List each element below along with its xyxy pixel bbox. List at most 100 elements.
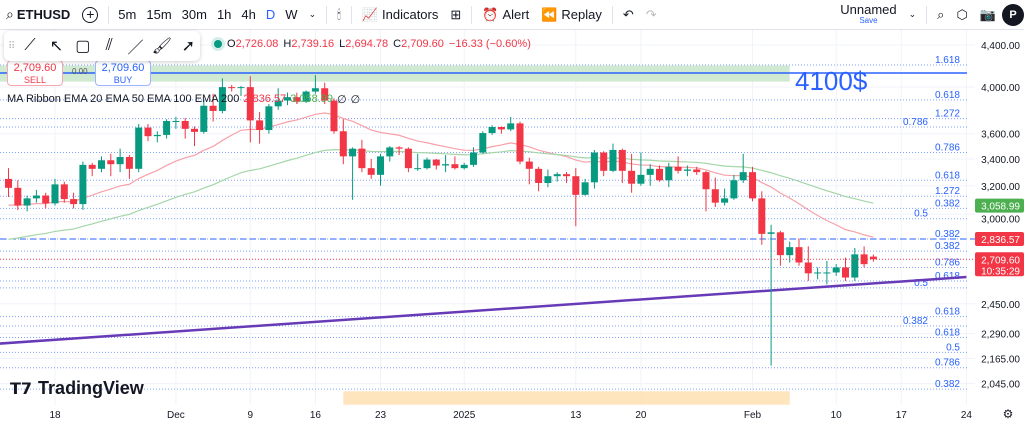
candle-body[interactable] [553, 174, 561, 177]
timeframe-dropdown[interactable]: ⌄ [303, 0, 323, 30]
brush-icon[interactable]: 🖌 [151, 38, 173, 55]
timeframe-W[interactable]: W [285, 7, 298, 22]
candle-body[interactable] [135, 127, 143, 169]
candle-body[interactable] [497, 126, 505, 130]
candle-body[interactable] [804, 262, 812, 274]
candle-body[interactable] [711, 189, 719, 203]
candle-body[interactable] [60, 184, 68, 200]
arrow-icon[interactable]: ➚ [181, 38, 195, 55]
candle-body[interactable] [851, 254, 859, 278]
screenshot-button[interactable]: 📷 [974, 0, 1002, 30]
compare-button[interactable]: + [76, 0, 104, 30]
candle-body[interactable] [646, 168, 654, 175]
candle-body[interactable] [181, 120, 189, 129]
candle-body[interactable] [339, 131, 347, 157]
candle-body[interactable] [246, 87, 254, 121]
candle-body[interactable] [228, 87, 236, 89]
candle-body[interactable] [423, 159, 431, 169]
candle-body[interactable] [218, 87, 226, 111]
replay-button[interactable]: ⏪ Replay [541, 6, 602, 23]
candle-body[interactable] [739, 172, 747, 181]
candle-body[interactable] [842, 267, 849, 278]
candle-body[interactable] [311, 88, 319, 92]
candle-body[interactable] [600, 152, 608, 171]
settings-icon[interactable]: ⚙ [1003, 407, 1014, 421]
candle-body[interactable] [637, 174, 645, 184]
candle-body[interactable] [23, 198, 31, 206]
trend-line[interactable] [0, 275, 967, 346]
candle-body[interactable] [125, 157, 133, 169]
candle-body[interactable] [116, 157, 124, 165]
price-axis[interactable] [975, 30, 1024, 424]
candle-body[interactable] [5, 178, 12, 188]
candle-body[interactable] [823, 272, 831, 274]
quick-search-button[interactable]: ⌕ [931, 0, 950, 30]
candle-body[interactable] [460, 164, 468, 169]
candle-body[interactable] [693, 169, 701, 173]
candle-body[interactable] [377, 156, 384, 175]
candle-body[interactable] [758, 198, 766, 234]
candle-body[interactable] [516, 123, 524, 162]
redo-button[interactable]: ↷ [640, 0, 663, 30]
timeframe-4h[interactable]: 4h [241, 7, 256, 22]
candle-body[interactable] [209, 105, 217, 111]
candle-body[interactable] [869, 256, 877, 260]
drag-handle-icon[interactable]: ⠿ [8, 40, 16, 52]
candle-body[interactable] [721, 198, 729, 203]
candle-body[interactable] [488, 126, 496, 134]
buy-button[interactable]: 2,709.60 BUY [95, 60, 151, 86]
candle-body[interactable] [590, 152, 598, 183]
layouts-button[interactable]: ⊞ [444, 0, 467, 30]
zone-rect[interactable] [343, 391, 790, 405]
candle-body[interactable] [767, 232, 775, 234]
time-axis[interactable] [0, 405, 1024, 424]
candle-body[interactable] [544, 176, 552, 184]
alert-button[interactable]: ⏰ Alert [482, 6, 530, 23]
candle-body[interactable] [414, 168, 422, 170]
candle-body[interactable] [79, 164, 87, 205]
parallel-channel-icon[interactable]: ⫽ [105, 37, 113, 54]
undo-button[interactable]: ↶ [617, 0, 640, 30]
trend-line-icon[interactable]: ⟋ [24, 37, 36, 54]
candle-body[interactable] [749, 172, 756, 199]
candle-body[interactable] [730, 180, 738, 199]
sell-button[interactable]: 2,709.60 SELL [7, 60, 63, 86]
candle-body[interactable] [442, 164, 450, 166]
ma-ribbon-legend[interactable]: MA Ribbon EMA 20 EMA 50 EMA 100 EMA 200 … [7, 93, 361, 106]
candle-body[interactable] [163, 120, 171, 135]
price-annotation[interactable]: 4100$ [795, 66, 868, 96]
candle-body[interactable] [98, 160, 105, 169]
candle-body[interactable] [683, 169, 691, 171]
candle-body[interactable] [42, 195, 50, 204]
timeframe-5m[interactable]: 5m [118, 7, 137, 22]
candle-body[interactable] [293, 97, 301, 102]
candle-body[interactable] [628, 170, 636, 184]
candle-body[interactable] [172, 120, 180, 122]
candle-body[interactable] [814, 272, 822, 274]
candle-body[interactable] [265, 106, 273, 131]
candle-body[interactable] [674, 166, 682, 171]
candle-body[interactable] [32, 195, 40, 199]
candle-body[interactable] [14, 187, 22, 206]
candle-body[interactable] [507, 123, 515, 130]
candle-body[interactable] [535, 168, 543, 184]
candle-body[interactable] [349, 148, 357, 157]
rectangle-icon[interactable]: ▢ [75, 38, 91, 55]
candle-body[interactable] [609, 149, 617, 171]
candle-body[interactable] [330, 100, 338, 132]
candle-body[interactable] [237, 87, 245, 89]
candle-body[interactable] [832, 267, 840, 273]
candle-body[interactable] [656, 168, 663, 181]
candle-body[interactable] [200, 105, 208, 132]
candle-body[interactable] [618, 149, 626, 171]
candle-body[interactable] [563, 174, 570, 177]
candle-body[interactable] [88, 164, 96, 169]
candle-body[interactable] [321, 88, 329, 101]
candle-body[interactable] [302, 91, 310, 102]
candle-body[interactable] [395, 147, 403, 149]
indicators-button[interactable]: 📈 Indicators [361, 6, 439, 23]
candle-body[interactable] [572, 176, 580, 195]
candle-body[interactable] [386, 147, 394, 157]
candle-body[interactable] [404, 148, 412, 169]
